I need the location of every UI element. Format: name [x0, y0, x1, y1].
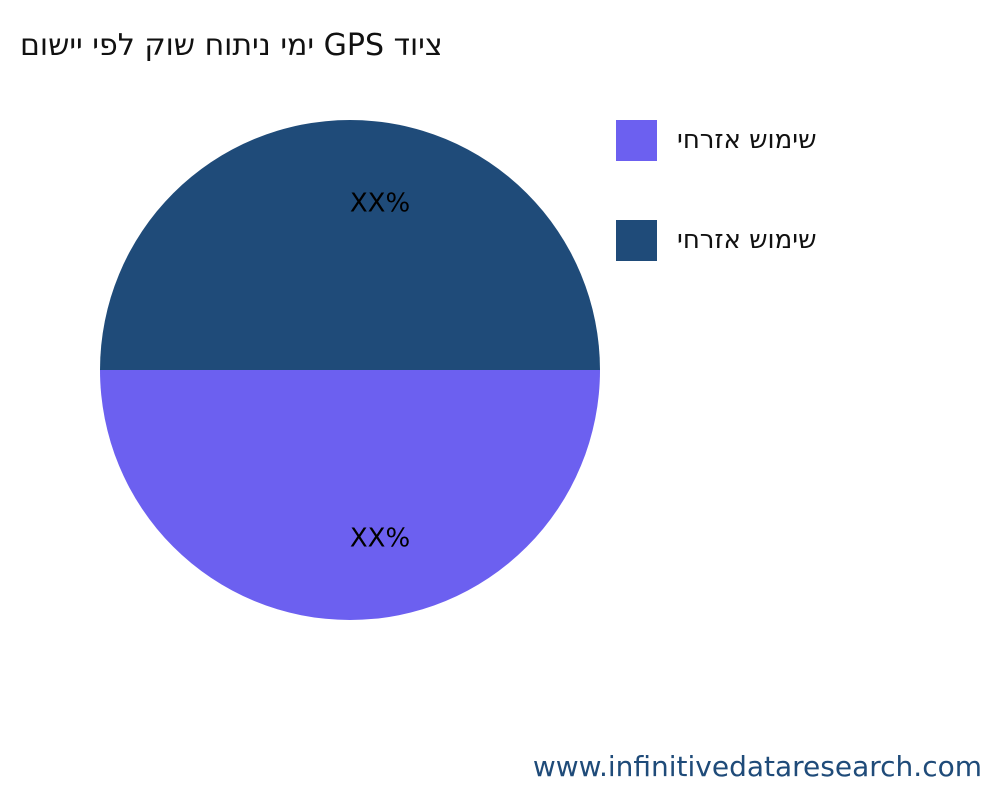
footer-url: www.infinitivedataresearch.com: [532, 750, 982, 783]
legend-label: שימוש אזרחי: [677, 125, 817, 155]
pie-slice: [100, 120, 600, 370]
chart-title: ציוד GPS ימי ניתוח שוק לפי יישום: [20, 28, 443, 63]
legend-label: שימוש אזרחי: [677, 225, 817, 255]
legend-item: שימוש אזרחי: [616, 219, 817, 261]
pie-slice: [100, 370, 600, 620]
legend-swatch: [616, 219, 657, 261]
slice-label: XX%: [350, 524, 410, 554]
legend-swatch: [616, 119, 657, 161]
slice-label: XX%: [350, 189, 410, 219]
legend-item: שימוש אזרחי: [616, 119, 817, 161]
